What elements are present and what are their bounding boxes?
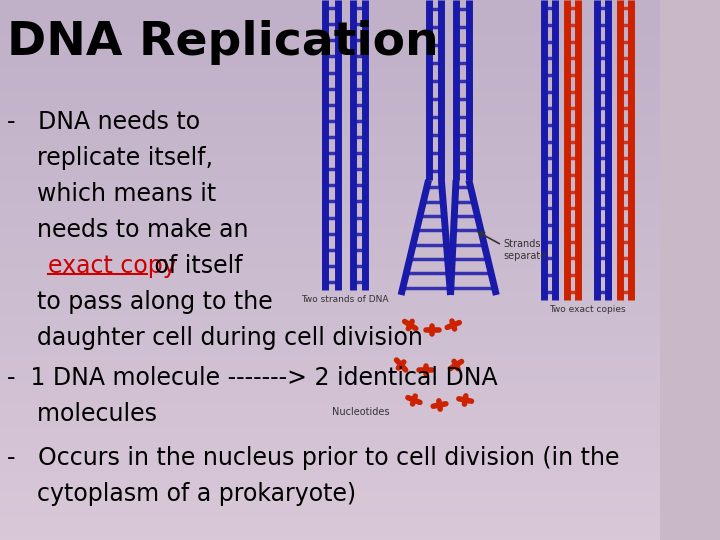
Text: Two exact copies: Two exact copies [549, 305, 626, 314]
Text: -   Occurs in the nucleus prior to cell division (in the: - Occurs in the nucleus prior to cell di… [7, 446, 620, 470]
Text: needs to make an: needs to make an [7, 218, 249, 242]
Text: Two strands of DNA: Two strands of DNA [302, 295, 389, 304]
Text: -  1 DNA molecule -------> 2 identical DNA: - 1 DNA molecule -------> 2 identical DN… [7, 366, 498, 390]
Text: -   DNA needs to: - DNA needs to [7, 110, 200, 134]
Text: daughter cell during cell division: daughter cell during cell division [7, 326, 423, 350]
Text: to pass along to the: to pass along to the [7, 290, 273, 314]
Text: Strands
separate: Strands separate [503, 239, 547, 261]
Text: exact copy: exact copy [48, 254, 176, 278]
Text: of itself: of itself [146, 254, 242, 278]
Text: Nucleotides: Nucleotides [332, 407, 390, 417]
Text: molecules: molecules [7, 402, 158, 426]
Text: cytoplasm of a prokaryote): cytoplasm of a prokaryote) [7, 482, 356, 506]
Text: replicate itself,: replicate itself, [7, 146, 213, 170]
Text: DNA Replication: DNA Replication [7, 20, 439, 65]
Text: which means it: which means it [7, 182, 217, 206]
